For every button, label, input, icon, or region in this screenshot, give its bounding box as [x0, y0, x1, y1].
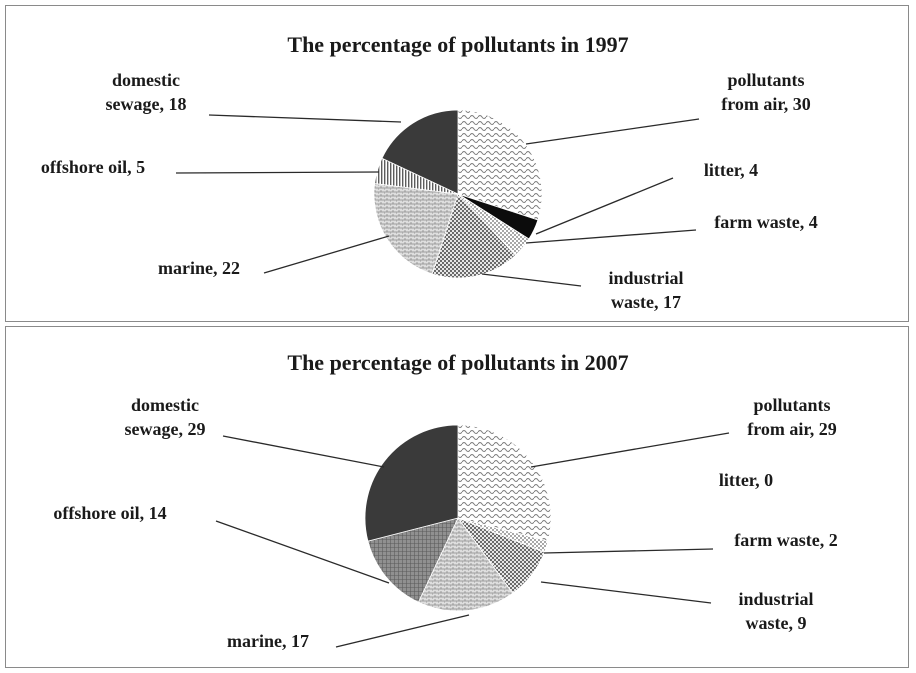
pie-slice-domestic-sewage [364, 424, 459, 542]
leader-line-offshore-oil [175, 171, 380, 174]
leader-line-marine [335, 614, 470, 648]
pie-slice-pollutants-from-air [457, 109, 543, 221]
pie-chart-1997: The percentage of pollutants in 1997 poll… [41, 32, 818, 312]
data-label-offshore-oil: offshore oil, 5 [41, 157, 145, 177]
data-label-marine: marine, 17 [227, 631, 309, 651]
data-label-litter: litter, 0 [719, 470, 773, 490]
data-label-pollutants-from-air: pollutants from air, 29 [747, 395, 837, 439]
leader-line-domestic-sewage [208, 114, 402, 123]
data-label-domestic-sewage: domestic sewage, 29 [125, 395, 206, 439]
leader-line-domestic-sewage [222, 435, 385, 468]
data-label-marine: marine, 22 [158, 258, 240, 278]
pie-slice-offshore-oil [367, 517, 459, 603]
data-label-domestic-sewage: domestic sewage, 18 [106, 70, 187, 114]
leader-line-industrial-waste [481, 273, 582, 287]
data-label-litter: litter, 4 [704, 160, 758, 180]
leader-line-pollutants-from-air [525, 118, 700, 145]
pie-slice-domestic-sewage [381, 109, 459, 195]
pie-slice-marine [417, 517, 514, 612]
pie-slice-marine [373, 183, 459, 275]
leader-line-industrial-waste [540, 581, 712, 604]
leader-line-litter [535, 177, 674, 235]
pie-slices [364, 424, 552, 612]
chart-panel-1997: The percentage of pollutants in 1997 poll… [5, 5, 909, 322]
pie-chart-2007: The percentage of pollutants in 2007 poll… [53, 350, 837, 651]
leader-line-farm-waste [543, 548, 714, 554]
data-label-offshore-oil: offshore oil, 14 [53, 503, 166, 523]
data-label-farm-waste: farm waste, 2 [734, 530, 837, 550]
data-label-pollutants-from-air: pollutants from air, 30 [721, 70, 811, 114]
data-label-industrial-waste: industrial waste, 17 [608, 268, 683, 312]
leader-line-pollutants-from-air [530, 432, 730, 468]
data-label-farm-waste: farm waste, 4 [714, 212, 817, 232]
leader-line-offshore-oil [215, 520, 390, 584]
chart-title: The percentage of pollutants in 2007 [287, 350, 628, 375]
leader-line-marine [263, 235, 390, 274]
leader-line-farm-waste [525, 229, 697, 244]
pie-slices [373, 109, 543, 279]
pie-slice-industrial-waste [431, 193, 517, 279]
chart-title: The percentage of pollutants in 1997 [287, 32, 628, 57]
data-label-industrial-waste: industrial waste, 9 [738, 589, 813, 633]
chart-panel-2007: The percentage of pollutants in 2007 poll… [5, 326, 909, 668]
pie-slice-pollutants-from-air [457, 424, 552, 542]
